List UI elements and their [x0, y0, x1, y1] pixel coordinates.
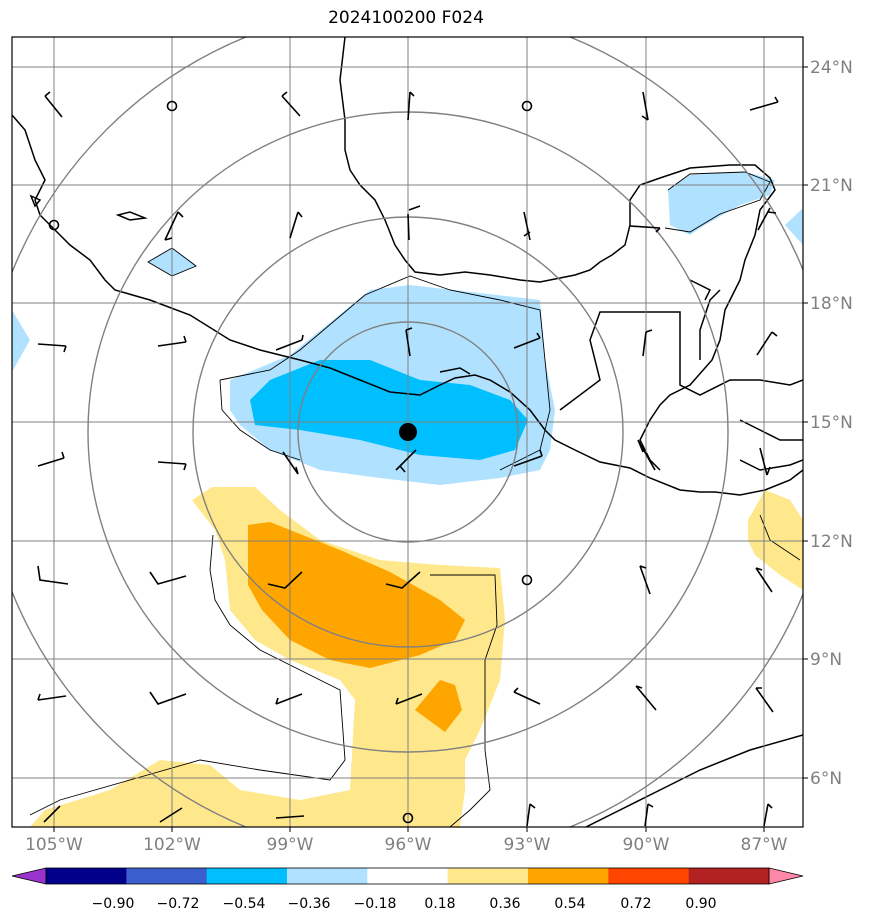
colorbar-extend-low [11, 867, 47, 885]
lat-label: 21°N [810, 176, 853, 196]
colorbar-segment [608, 868, 690, 884]
colorbar-segment [447, 868, 529, 884]
wind-barbs [37, 91, 779, 827]
colorbar-segment [287, 868, 368, 884]
lat-label: 12°N [810, 532, 853, 552]
lon-label: 99°W [267, 835, 314, 855]
colorbar-tick: 0.54 [554, 896, 585, 912]
lon-label: 90°W [623, 835, 670, 855]
colorbar-segment [206, 868, 288, 884]
colorbar-tick: −0.72 [157, 896, 200, 912]
colorbar-segment [46, 868, 127, 884]
colorbar-tick: −0.18 [354, 896, 397, 912]
colorbar-segment [126, 868, 208, 884]
coastlines [12, 37, 803, 827]
contour-lines [29, 171, 801, 827]
lat-label: 15°N [810, 413, 853, 433]
graticule [12, 37, 803, 827]
anomaly-fill-negative [12, 172, 803, 485]
lat-label: 6°N [810, 769, 842, 789]
latitude-labels: 24°N 21°N 18°N 15°N 12°N 9°N 6°N [810, 58, 853, 789]
colorbar-tick: 0.18 [424, 896, 455, 912]
lon-label: 96°W [385, 835, 432, 855]
colorbar-frame [45, 867, 770, 885]
anomaly-fill-positive [30, 487, 803, 827]
colorbar-tick: 0.90 [685, 896, 716, 912]
colorbar-segment [688, 868, 770, 884]
colorbar-tick: −0.54 [223, 896, 266, 912]
colorbar: −0.90 −0.72 −0.54 −0.36 −0.18 0.18 0.36 … [11, 867, 804, 912]
map-title: 2024100200 F024 [328, 8, 484, 28]
colorbar-tick: −0.36 [288, 896, 331, 912]
axis-ticks [53, 66, 808, 832]
colorbar-tick: 0.36 [489, 896, 520, 912]
lon-label: 87°W [741, 835, 788, 855]
map-area [12, 37, 803, 827]
lon-label: 102°W [143, 835, 201, 855]
colorbar-tick: 0.72 [620, 896, 651, 912]
lon-label: 93°W [504, 835, 551, 855]
lat-label: 9°N [810, 650, 842, 670]
colorbar-extend-high [768, 867, 804, 885]
lat-label: 18°N [810, 294, 853, 314]
colorbar-segment [367, 868, 449, 884]
longitude-labels: 105°W 102°W 99°W 96°W 93°W 90°W 87°W [25, 835, 788, 855]
lon-label: 105°W [25, 835, 83, 855]
lat-label: 24°N [810, 58, 853, 78]
colorbar-tick: −0.90 [92, 896, 135, 912]
storm-center-marker [399, 423, 417, 441]
colorbar-segment [528, 868, 609, 884]
